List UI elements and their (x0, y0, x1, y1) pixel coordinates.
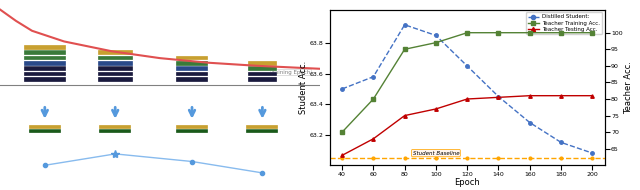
Text: Training Epoch: Training Epoch (270, 70, 310, 75)
FancyBboxPatch shape (24, 50, 66, 55)
FancyBboxPatch shape (24, 66, 66, 71)
FancyBboxPatch shape (97, 77, 133, 82)
FancyBboxPatch shape (97, 56, 133, 60)
FancyBboxPatch shape (176, 72, 208, 76)
FancyBboxPatch shape (29, 129, 61, 133)
FancyBboxPatch shape (99, 129, 131, 133)
FancyBboxPatch shape (246, 129, 278, 133)
FancyBboxPatch shape (248, 77, 276, 82)
FancyBboxPatch shape (176, 77, 208, 82)
FancyBboxPatch shape (97, 66, 133, 71)
Y-axis label: Teacher Acc.: Teacher Acc. (624, 61, 633, 114)
FancyBboxPatch shape (24, 72, 66, 76)
FancyBboxPatch shape (248, 72, 276, 76)
FancyBboxPatch shape (248, 66, 276, 71)
FancyBboxPatch shape (176, 66, 208, 71)
Y-axis label: Student Acc.: Student Acc. (299, 61, 308, 114)
FancyBboxPatch shape (97, 72, 133, 76)
FancyBboxPatch shape (24, 45, 66, 50)
FancyBboxPatch shape (97, 50, 133, 55)
FancyBboxPatch shape (29, 125, 61, 129)
Text: Student Baseline: Student Baseline (413, 151, 460, 156)
FancyBboxPatch shape (176, 129, 208, 133)
FancyBboxPatch shape (246, 125, 278, 129)
FancyBboxPatch shape (176, 125, 208, 129)
FancyBboxPatch shape (24, 61, 66, 66)
FancyBboxPatch shape (176, 56, 208, 60)
FancyBboxPatch shape (99, 125, 131, 129)
FancyBboxPatch shape (176, 61, 208, 66)
Legend: Distilled Student:, Teacher Training Acc., Teacher Testing Acc.: Distilled Student:, Teacher Training Acc… (525, 12, 602, 34)
X-axis label: Epoch: Epoch (454, 178, 480, 187)
FancyBboxPatch shape (97, 61, 133, 66)
FancyBboxPatch shape (248, 61, 276, 66)
FancyBboxPatch shape (24, 56, 66, 60)
FancyBboxPatch shape (24, 77, 66, 82)
